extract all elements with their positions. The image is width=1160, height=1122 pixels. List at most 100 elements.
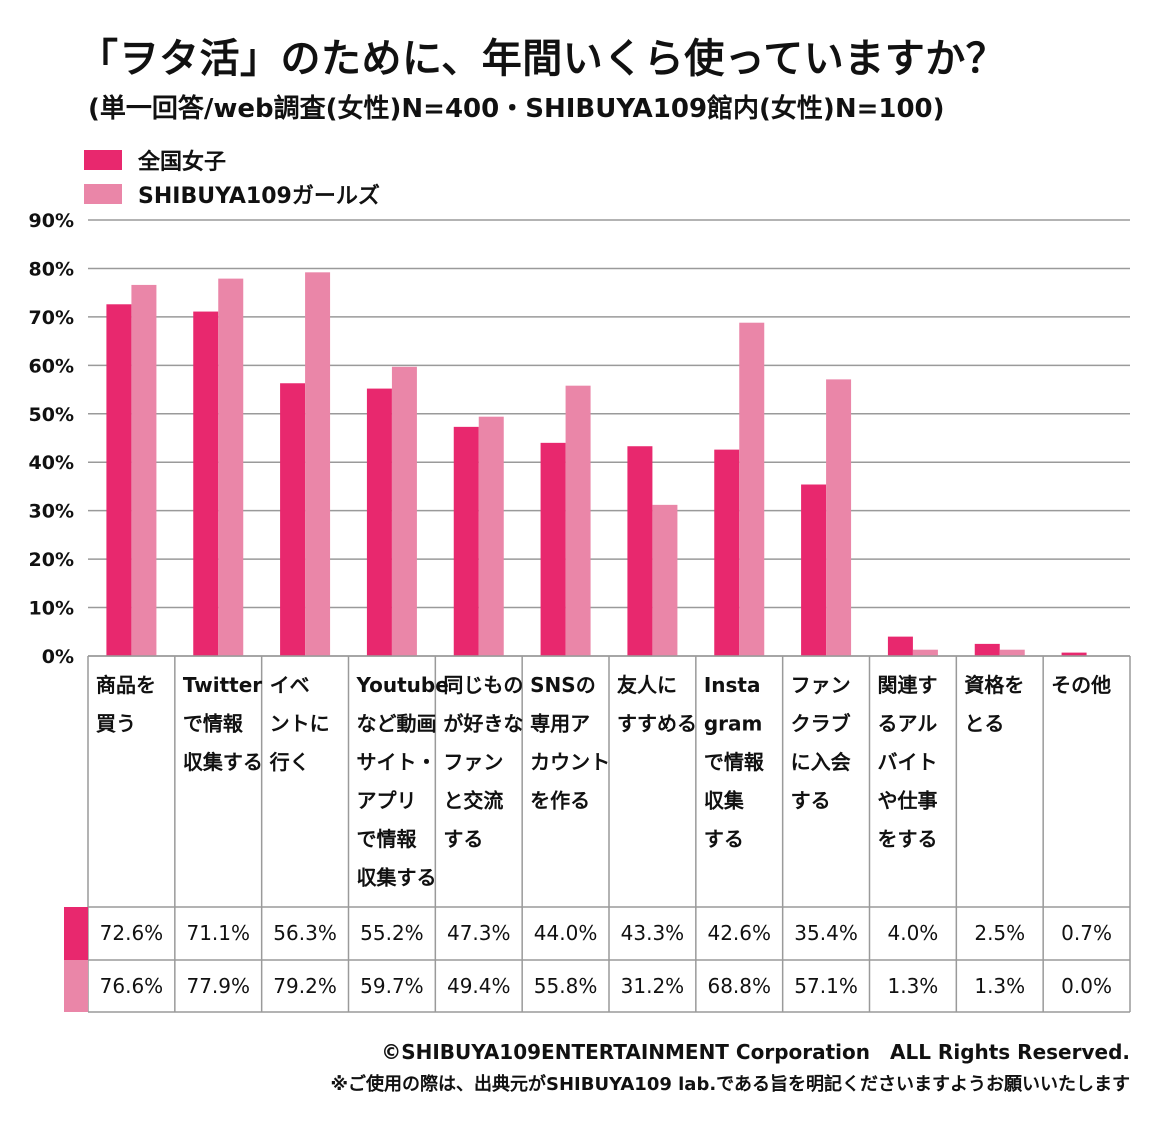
- bar-series-2: [652, 504, 678, 656]
- data-label-series-1: 2.5%: [974, 921, 1025, 945]
- legend-swatch-series-2: [84, 184, 122, 204]
- category-label: する: [443, 827, 483, 851]
- y-tick-label: 20%: [29, 549, 74, 571]
- data-label-series-2: 77.9%: [186, 974, 250, 998]
- data-label-series-2: 68.8%: [707, 974, 771, 998]
- data-label-series-1: 71.1%: [186, 921, 250, 945]
- category-label: gram: [704, 712, 763, 736]
- data-label-series-1: 44.0%: [534, 921, 598, 945]
- data-label-series-2: 55.8%: [534, 974, 598, 998]
- data-label-series-2: 76.6%: [100, 974, 164, 998]
- category-label: や仕事: [878, 789, 938, 813]
- row-key-series-1: [64, 907, 88, 960]
- y-tick-label: 40%: [29, 452, 74, 474]
- category-label: する: [791, 789, 831, 813]
- data-label-series-2: 31.2%: [621, 974, 685, 998]
- category-label: 専用ア: [530, 712, 590, 736]
- chart-subtitle: (単一回答/web調査(女性)N=400・SHIBUYA109館内(女性)N=1…: [88, 94, 945, 124]
- copyright-text: ©SHIBUYA109ENTERTAINMENT Corporation ALL…: [381, 1040, 1130, 1064]
- y-tick-label: 90%: [29, 210, 74, 232]
- category-label: を作る: [530, 789, 590, 813]
- bar-series-2: [391, 366, 417, 656]
- category-label: その他: [1051, 673, 1111, 697]
- category-label: する: [704, 827, 744, 851]
- data-label-series-1: 47.3%: [447, 921, 511, 945]
- legend-item-series-1: 全国女子: [84, 146, 227, 175]
- data-label-series-2: 59.7%: [360, 974, 424, 998]
- category-label: が好きな: [443, 712, 523, 736]
- bar-series-1: [540, 442, 566, 656]
- bar-series-1: [801, 484, 827, 656]
- category-label: と交流: [443, 789, 503, 813]
- category-label: で情報: [183, 712, 244, 736]
- data-label-series-2: 1.3%: [888, 974, 939, 998]
- bar-series-1: [974, 643, 1000, 656]
- category-label: 商品を: [96, 673, 156, 697]
- category-label: 資格を: [964, 673, 1024, 697]
- bar-series-1: [453, 426, 479, 656]
- data-label-series-1: 4.0%: [888, 921, 939, 945]
- category-label: バイト: [878, 750, 938, 774]
- data-label-series-2: 57.1%: [794, 974, 858, 998]
- bar-series-2: [912, 649, 938, 656]
- data-label-series-1: 72.6%: [100, 921, 164, 945]
- data-label-series-1: 56.3%: [273, 921, 337, 945]
- bar-series-1: [887, 636, 913, 656]
- data-label-series-2: 1.3%: [974, 974, 1025, 998]
- y-tick-label: 10%: [29, 598, 74, 620]
- category-label: SNSの: [530, 673, 596, 697]
- category-label: 同じもの: [443, 673, 523, 697]
- bar-series-1: [627, 446, 653, 656]
- category-label: ファン: [791, 673, 851, 697]
- bar-series-2: [218, 278, 244, 656]
- bar-series-2: [478, 416, 504, 656]
- legend-label-series-1: 全国女子: [138, 150, 227, 175]
- category-label: に入会: [791, 750, 851, 774]
- data-label-series-1: 42.6%: [707, 921, 771, 945]
- category-label: をする: [878, 827, 938, 851]
- bar-series-1: [714, 449, 740, 656]
- category-label: 収集: [704, 789, 745, 813]
- category-label: など動画: [357, 712, 437, 736]
- bar-series-2: [131, 284, 157, 656]
- category-label: クラブ: [791, 712, 851, 736]
- category-label: ントに: [270, 712, 330, 736]
- data-label-series-1: 0.7%: [1061, 921, 1112, 945]
- category-label: 収集する: [183, 750, 263, 774]
- data-label-series-2: 49.4%: [447, 974, 511, 998]
- y-tick-label: 60%: [29, 355, 74, 377]
- bar-series-2: [739, 322, 765, 656]
- bar-series-2: [305, 272, 331, 656]
- legend-item-series-2: SHIBUYA109ガールズ: [84, 180, 380, 209]
- bar-series-1: [366, 388, 392, 656]
- bar-series-1: [1061, 652, 1087, 656]
- legend-label-series-2: SHIBUYA109ガールズ: [138, 184, 380, 209]
- category-label: すすめる: [617, 712, 697, 736]
- category-label: るアル: [878, 712, 938, 736]
- bar-series-1: [193, 311, 219, 656]
- category-label: で情報: [357, 827, 418, 851]
- category-label: サイト・: [357, 750, 437, 774]
- category-label: Twitter: [183, 673, 262, 697]
- bar-series-1: [106, 304, 132, 656]
- data-label-series-1: 35.4%: [794, 921, 858, 945]
- y-tick-label: 50%: [29, 404, 74, 426]
- category-label: 収集する: [357, 866, 437, 890]
- category-label: 行く: [269, 750, 310, 774]
- bar-series-2: [999, 649, 1025, 656]
- category-label: 買う: [96, 712, 136, 736]
- y-tick-label: 70%: [29, 307, 74, 329]
- category-label: 関連す: [878, 673, 938, 697]
- bar-series-2: [565, 385, 591, 656]
- category-label: イベ: [270, 673, 310, 697]
- legend-swatch-series-1: [84, 150, 122, 170]
- category-label: で情報: [704, 750, 765, 774]
- category-label: Insta: [704, 673, 761, 697]
- category-label: ファン: [443, 750, 503, 774]
- category-label: 友人に: [617, 673, 677, 697]
- y-tick-label: 0%: [42, 646, 74, 668]
- data-label-series-1: 43.3%: [621, 921, 685, 945]
- bar-series-2: [826, 379, 852, 656]
- category-label: カウント: [530, 750, 610, 774]
